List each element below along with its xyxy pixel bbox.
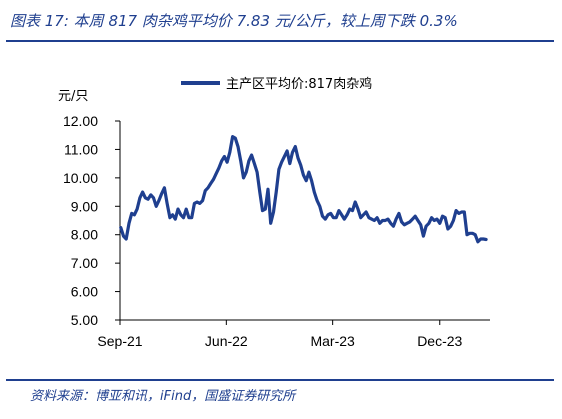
source-note: 资料来源：博亚和讯，iFind，国盛证券研究所 [30,389,296,404]
plot-area [119,135,488,244]
y-axis-unit-label: 元/只 [58,89,88,104]
y-tick-label: 8.00 [71,227,98,243]
y-tick-label: 11.00 [64,141,98,157]
y-tick-label: 9.00 [71,198,98,214]
x-tick-label: Mar-23 [310,333,355,349]
x-axis: Sep-21 Jun-22 Mar-23 Dec-23 [97,319,490,349]
legend-label: 主产区平均价:817肉杂鸡 [226,76,372,92]
y-tick-label: 12.00 [63,113,98,129]
x-tick-label: Sep-21 [97,333,142,349]
y-tick-label: 7.00 [71,255,98,271]
x-tick-label: Dec-23 [417,333,462,349]
source-divider [6,379,554,381]
y-tick-label: 10.00 [63,170,98,186]
legend: 主产区平均价:817肉杂鸡 [181,76,372,92]
chart-caption: 图表 17: 本周 817 肉杂鸡平均价 7.83 元/公斤，较上周下跌 0.3… [10,12,458,30]
series-line-817-broiler-avg-price [119,135,488,244]
x-tick-label: Jun-22 [205,333,248,349]
y-tick-label: 6.00 [71,284,98,300]
y-tick-label: 5.00 [71,312,98,328]
y-axis: 5.00 6.00 7.00 8.00 9.00 10.00 11.00 12.00 [63,113,121,328]
caption-divider [6,40,554,42]
